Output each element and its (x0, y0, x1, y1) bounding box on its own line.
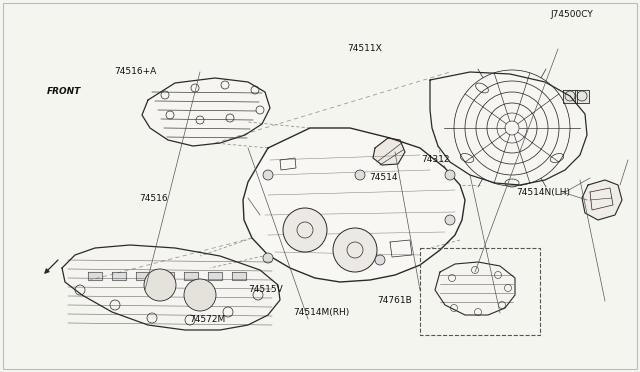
Text: 74312: 74312 (421, 155, 450, 164)
Text: 74514N(LH): 74514N(LH) (516, 188, 570, 197)
Circle shape (144, 269, 176, 301)
Polygon shape (184, 272, 198, 280)
Polygon shape (62, 245, 280, 330)
Polygon shape (575, 90, 589, 103)
Text: 74515V: 74515V (248, 285, 283, 294)
Polygon shape (112, 272, 126, 280)
Circle shape (375, 255, 385, 265)
Polygon shape (136, 272, 150, 280)
Polygon shape (243, 128, 465, 282)
Circle shape (445, 215, 455, 225)
Polygon shape (142, 78, 270, 146)
Text: 74511X: 74511X (348, 44, 382, 53)
Text: 74516+A: 74516+A (114, 67, 156, 76)
Text: 74514: 74514 (369, 173, 398, 182)
Circle shape (263, 170, 273, 180)
Text: FRONT: FRONT (47, 87, 81, 96)
Polygon shape (232, 272, 246, 280)
Circle shape (283, 208, 327, 252)
Text: 74761B: 74761B (378, 296, 412, 305)
Polygon shape (208, 272, 222, 280)
Text: J74500CY: J74500CY (550, 10, 593, 19)
Circle shape (445, 170, 455, 180)
Polygon shape (430, 72, 587, 185)
Text: 74514M(RH): 74514M(RH) (293, 308, 349, 317)
Circle shape (263, 253, 273, 263)
Text: 74516: 74516 (140, 194, 168, 203)
Circle shape (184, 279, 216, 311)
Polygon shape (563, 90, 577, 103)
Polygon shape (373, 138, 405, 165)
Circle shape (355, 170, 365, 180)
Polygon shape (435, 262, 515, 315)
Polygon shape (160, 272, 174, 280)
Circle shape (333, 228, 377, 272)
Text: 74572M: 74572M (189, 315, 225, 324)
Polygon shape (88, 272, 102, 280)
Polygon shape (582, 180, 622, 220)
